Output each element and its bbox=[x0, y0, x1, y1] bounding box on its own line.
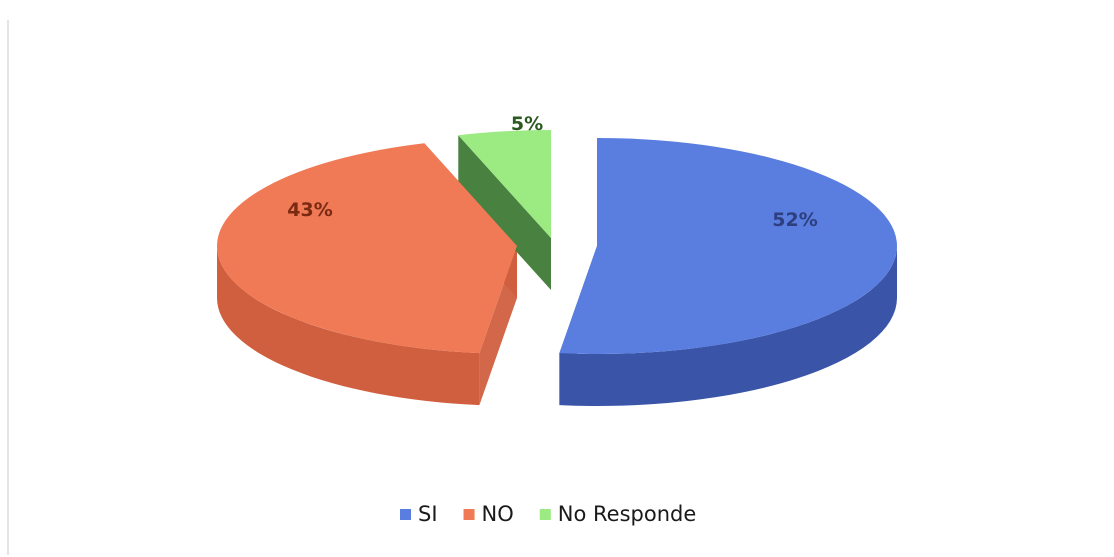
pie-slices-group bbox=[216, 130, 897, 406]
legend-label: NO bbox=[482, 502, 514, 526]
legend-item-no: NO bbox=[463, 502, 514, 526]
legend-item-no-responde: No Responde bbox=[539, 502, 696, 526]
data-label-no: 43% bbox=[287, 199, 332, 221]
legend-swatch bbox=[400, 509, 411, 520]
legend-swatch bbox=[539, 509, 551, 520]
slice-side-no-responde bbox=[458, 135, 551, 290]
data-labels-group: 52% 43% 5% bbox=[287, 113, 817, 231]
slice-no bbox=[216, 143, 517, 354]
legend-label: SI bbox=[418, 502, 438, 526]
slice-no-responde bbox=[458, 130, 551, 238]
data-label-no-responde: 5% bbox=[511, 113, 543, 135]
legend: SI NO No Responde bbox=[400, 502, 696, 526]
slice-si bbox=[559, 138, 897, 354]
legend-label: No Responde bbox=[558, 502, 696, 526]
legend-item-si: SI bbox=[400, 502, 438, 526]
legend-swatch bbox=[463, 509, 475, 520]
data-label-si: 52% bbox=[772, 209, 817, 231]
